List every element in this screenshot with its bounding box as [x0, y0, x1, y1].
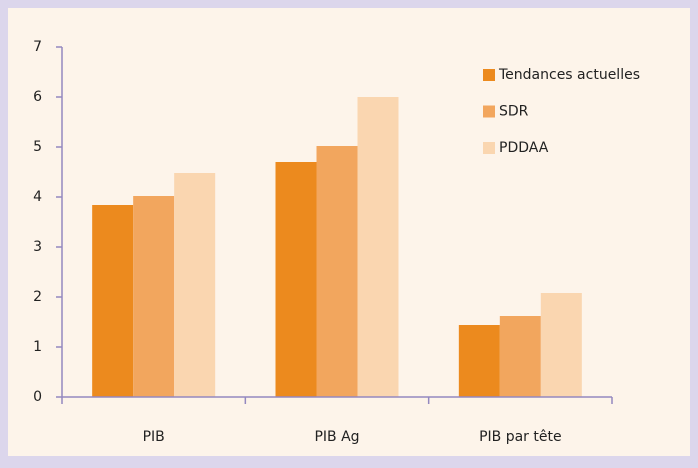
legend-label: SDR	[499, 104, 529, 120]
legend-swatch	[483, 105, 495, 118]
y-tick-label: 7	[33, 39, 42, 55]
bar	[499, 316, 541, 397]
y-tick-label: 6	[33, 89, 42, 105]
legend-swatch	[483, 142, 495, 154]
bar	[357, 97, 399, 397]
bar	[92, 205, 134, 397]
bar	[458, 325, 500, 397]
legend-label: Tendances actuelles	[498, 67, 640, 83]
bar	[540, 293, 582, 397]
y-tick-label: 2	[33, 289, 42, 305]
bar	[275, 162, 317, 397]
bar	[174, 173, 216, 397]
x-tick-label: PIB Ag	[314, 429, 359, 445]
x-tick-label: PIB	[143, 429, 165, 445]
legend-label: PDDAA	[499, 140, 549, 156]
x-tick-label: PIB par tête	[479, 429, 562, 445]
y-tick-label: 0	[33, 389, 42, 405]
y-tick-label: 1	[33, 339, 42, 355]
y-tick-label: 4	[33, 189, 42, 205]
bar	[316, 146, 358, 397]
legend-swatch	[483, 69, 495, 81]
y-tick-label: 3	[33, 239, 42, 255]
bar	[133, 196, 175, 397]
y-tick-label: 5	[33, 139, 42, 155]
